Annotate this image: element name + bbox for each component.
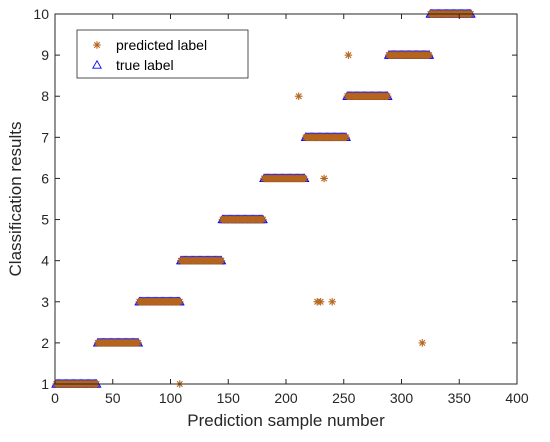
x-axis-ticks: 0 50 100 150 200 250 300 350 400	[51, 14, 529, 406]
predicted-label-point	[383, 92, 392, 101]
legend-label-predicted: predicted label	[116, 37, 207, 53]
y-axis-ticks: 1 2 3 4 5 6 7 8 9 10	[33, 6, 517, 392]
legend-triangle-mark	[92, 59, 102, 69]
predicted-label-point	[294, 92, 303, 101]
x-tick-label: 100	[159, 390, 183, 406]
predicted-label-point	[344, 51, 353, 59]
predicted-label-point	[300, 174, 309, 183]
predicted-label-point	[134, 339, 142, 347]
x-tick-label: 50	[105, 390, 121, 406]
x-tick-label: 0	[51, 390, 59, 406]
x-tick-label: 300	[390, 390, 414, 406]
predicted-label-point	[425, 51, 434, 59]
y-axis-label: Classification results	[6, 122, 25, 277]
y-tick-label: 9	[41, 47, 49, 63]
predicted-label-point	[175, 297, 184, 306]
y-tick-label: 10	[33, 6, 49, 22]
predicted-label-point	[217, 256, 226, 265]
legend-asterisk-icon	[93, 41, 101, 49]
legend-label-true: true label	[116, 57, 174, 73]
legend: predicted label true label	[76, 29, 249, 79]
x-axis-label: Prediction sample number	[187, 411, 385, 430]
y-tick-label: 3	[41, 294, 49, 310]
y-tick-label: 7	[41, 129, 49, 145]
legend-box	[76, 29, 249, 79]
predicted-label-point	[320, 174, 328, 183]
x-tick-label: 250	[332, 390, 356, 406]
x-tick-label: 200	[274, 390, 298, 406]
legend-triangle-icon	[92, 59, 102, 69]
predicted-label-point	[342, 133, 350, 142]
y-tick-label: 4	[41, 253, 49, 269]
x-tick-label: 400	[505, 390, 529, 406]
y-tick-label: 5	[41, 212, 49, 228]
x-tick-label: 350	[448, 390, 472, 406]
predicted-label-point	[328, 297, 336, 306]
predicted-label-point	[418, 339, 427, 347]
x-tick-label: 150	[217, 390, 241, 406]
legend-asterisk-mark	[93, 41, 101, 49]
y-tick-label: 8	[41, 88, 49, 104]
y-tick-label: 2	[41, 335, 49, 351]
predicted-label-point	[259, 215, 267, 224]
y-tick-label: 1	[41, 376, 49, 392]
predicted-label-point	[316, 297, 325, 306]
y-tick-label: 6	[41, 170, 49, 186]
